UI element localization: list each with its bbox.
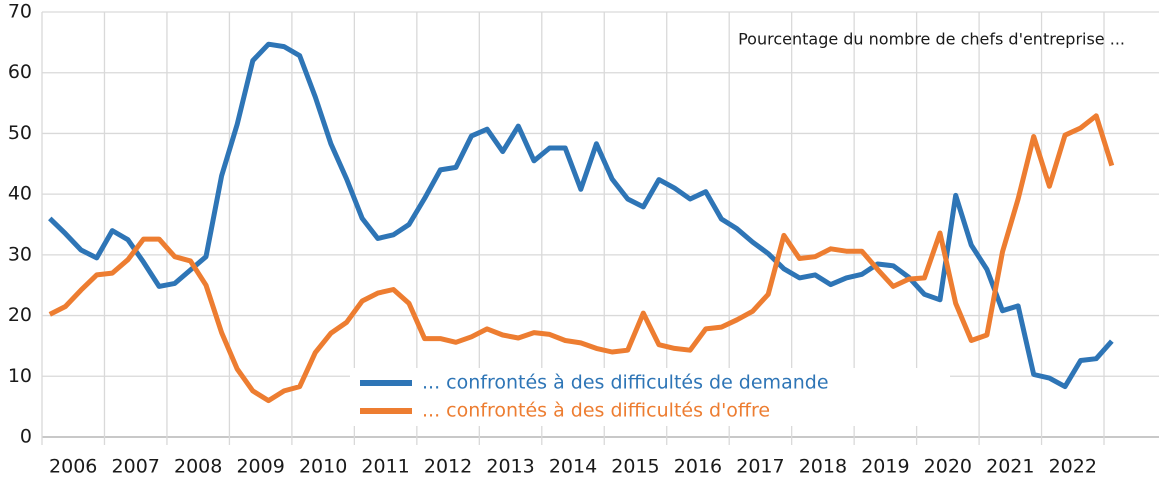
- y-tick-label: 50: [8, 122, 32, 144]
- x-tick-label: 2014: [549, 456, 597, 478]
- y-tick-label: 40: [8, 183, 32, 205]
- x-tick-label: 2008: [174, 456, 222, 478]
- x-tick-label: 2011: [361, 456, 409, 478]
- x-tick-label: 2016: [674, 456, 722, 478]
- x-tick-label: 2018: [799, 456, 847, 478]
- x-tick-label: 2012: [424, 456, 472, 478]
- y-tick-label: 60: [8, 61, 32, 83]
- x-tick-label: 2013: [486, 456, 534, 478]
- legend-label: ... confrontés à des difficultés de dema…: [422, 372, 829, 394]
- x-tick-label: 2021: [986, 456, 1034, 478]
- y-tick-label: 70: [8, 1, 32, 23]
- y-tick-label: 20: [8, 304, 32, 326]
- x-tick-label: 2020: [924, 456, 972, 478]
- x-tick-label: 2015: [611, 456, 659, 478]
- x-tick-label: 2017: [736, 456, 784, 478]
- x-tick-label: 2009: [236, 456, 284, 478]
- y-tick-label: 0: [20, 426, 32, 448]
- x-tick-label: 2010: [299, 456, 347, 478]
- x-tick-label: 2007: [112, 456, 160, 478]
- legend-label: ... confrontés à des difficultés d'offre: [422, 400, 770, 422]
- x-tick-label: 2019: [861, 456, 909, 478]
- y-tick-label: 10: [8, 365, 32, 387]
- y-tick-label: 30: [8, 243, 32, 265]
- data-line: [48, 113, 1115, 404]
- data-line: [48, 41, 1114, 390]
- x-tick-label: 2006: [49, 456, 97, 478]
- legend-box: [350, 368, 950, 426]
- chart-title: Pourcentage du nombre de chefs d'entrepr…: [738, 30, 1125, 49]
- x-tick-label: 2022: [1049, 456, 1097, 478]
